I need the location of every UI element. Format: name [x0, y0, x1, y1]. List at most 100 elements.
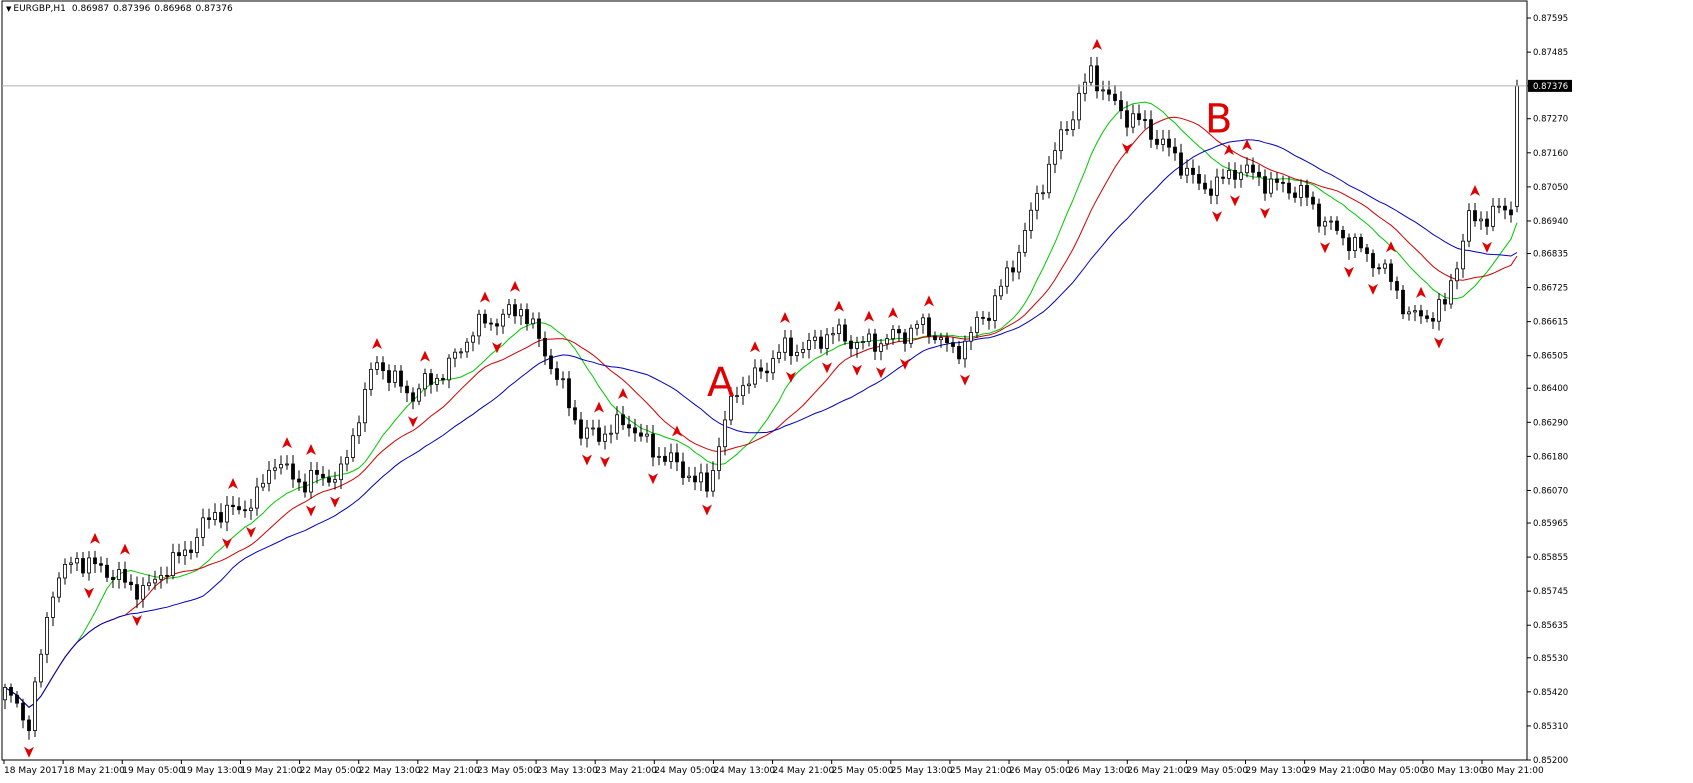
fractal-up-arrow [420, 350, 430, 362]
candle-body [747, 383, 751, 387]
candle-body [159, 574, 163, 580]
candle-body [327, 477, 331, 483]
fractal-down-arrow [876, 367, 886, 379]
candle-body [693, 475, 697, 483]
candle-body [273, 467, 277, 471]
current-price-tag [1528, 79, 1572, 92]
fractal-down-arrow [822, 362, 832, 374]
candle-body [1119, 100, 1123, 112]
candle-body [531, 318, 535, 325]
candle-body [783, 337, 787, 353]
candle-body [1425, 315, 1429, 319]
fractal-up-arrow [1470, 185, 1480, 197]
x-tick-label: 26 May 21:00 [1127, 766, 1189, 776]
candle-body [1377, 267, 1381, 270]
candle-body [375, 362, 379, 370]
y-tick-label: 0.86505 [1533, 352, 1568, 362]
y-tick-label: 0.85745 [1533, 587, 1568, 597]
candle-body [1275, 178, 1279, 183]
candle-body [69, 562, 73, 565]
y-tick-label: 0.85420 [1533, 688, 1568, 698]
candle-body [1401, 289, 1405, 315]
fractal-down-arrow [582, 454, 592, 466]
candle-body [357, 422, 361, 437]
close-value: 0.87376 [195, 4, 233, 14]
fractal-up-arrow [282, 437, 292, 449]
candle-body [909, 327, 913, 344]
y-tick-label: 0.85310 [1533, 722, 1568, 732]
candle-body [1203, 182, 1207, 190]
candle-body [339, 463, 343, 481]
fractal-up-arrow [750, 341, 760, 353]
candle-body [1515, 85, 1519, 207]
candle-body [477, 313, 481, 337]
candle-body [717, 446, 721, 471]
candle-body [1035, 193, 1039, 211]
candle-body [387, 370, 391, 383]
symbol-label: EURGBP,H1 [13, 4, 66, 14]
candle-body [915, 324, 919, 329]
candle-body [897, 329, 901, 334]
candle-body [999, 285, 1003, 297]
candle-body [957, 346, 961, 360]
candle-body [1011, 267, 1015, 273]
candle-body [609, 432, 613, 435]
candle-body [1311, 196, 1315, 205]
candle-body [1137, 113, 1141, 120]
candle-body [63, 564, 67, 579]
candle-body [627, 424, 631, 429]
candle-body [267, 469, 271, 484]
candle-body [441, 378, 445, 381]
candle-body [1113, 93, 1117, 101]
candle-body [1059, 129, 1063, 152]
candle-body [711, 470, 715, 492]
candle-body [1209, 188, 1213, 196]
candle-body [675, 452, 679, 463]
candle-body [1167, 138, 1171, 148]
x-tick-label: 29 May 13:00 [1246, 766, 1308, 776]
x-tick-label: 22 May 13:00 [359, 766, 421, 776]
y-tick-label: 0.86615 [1533, 318, 1568, 328]
fractal-up-arrow [90, 532, 100, 544]
candle-body [849, 340, 853, 349]
collapse-triangle-icon[interactable]: ▼ [6, 5, 12, 13]
candle-body [765, 370, 769, 374]
candle-body [975, 316, 979, 333]
candle-body [45, 617, 49, 655]
fractal-down-arrow [330, 496, 340, 508]
x-tick-label: 19 May 05:00 [122, 766, 184, 776]
candle-body [1503, 205, 1507, 211]
candle-body [333, 479, 337, 483]
candle-body [21, 702, 25, 721]
fractal-up-arrow [372, 338, 382, 350]
candle-body [927, 317, 931, 337]
candle-body [93, 557, 97, 565]
candle-body [885, 338, 889, 345]
annotation-label: A [707, 360, 735, 406]
candle-body [837, 324, 841, 334]
candle-body [459, 351, 463, 354]
candle-body [561, 378, 565, 381]
candle-body [1017, 251, 1021, 273]
candle-body [615, 414, 619, 434]
candle-body [495, 323, 499, 327]
y-tick-label: 0.85965 [1533, 519, 1568, 529]
fractal-up-arrow [1416, 286, 1426, 298]
y-tick-label: 0.85200 [1533, 756, 1568, 766]
candle-body [429, 373, 433, 385]
candle-body [1131, 113, 1135, 128]
fractal-up-arrow [888, 307, 898, 319]
candle-body [855, 342, 859, 349]
candle-body [1395, 281, 1399, 291]
candle-body [903, 332, 907, 344]
candle-body [1413, 310, 1417, 313]
candle-body [1191, 167, 1195, 175]
fractal-up-arrow [228, 477, 238, 489]
candle-body [1185, 167, 1189, 176]
candle-body [465, 341, 469, 353]
low-value: 0.86968 [154, 4, 192, 14]
fractal-up-arrow [594, 401, 604, 413]
candle-body [1125, 110, 1129, 128]
